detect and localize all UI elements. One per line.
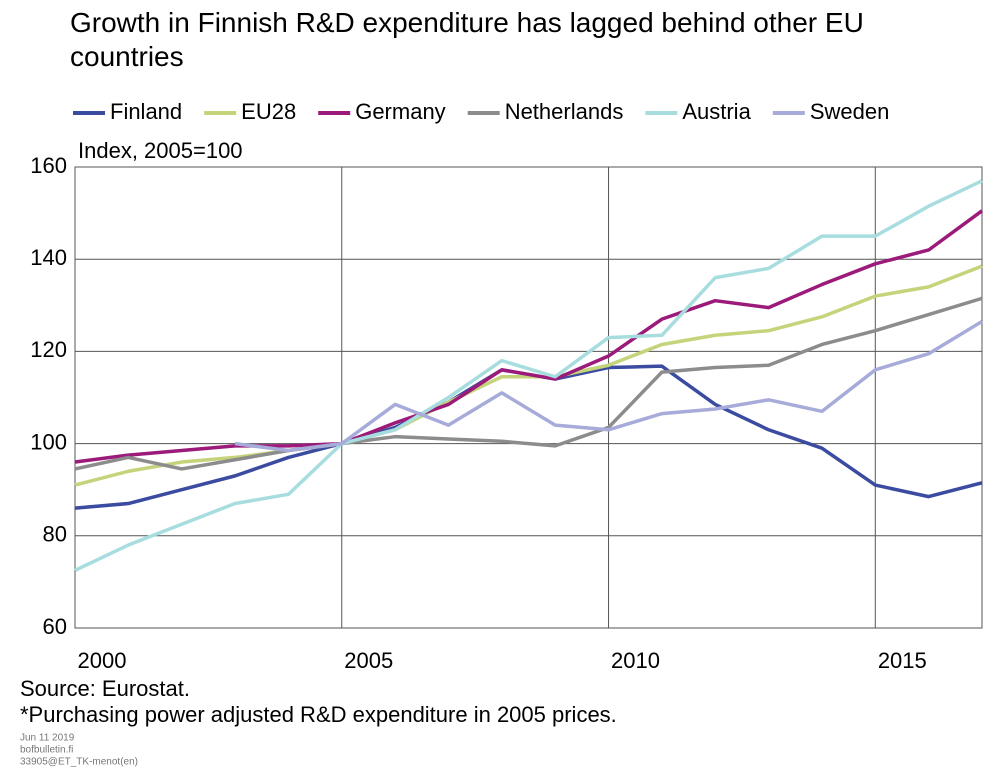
y-tick-label: 100 — [30, 429, 67, 454]
footnote: *Purchasing power adjusted R&D expenditu… — [20, 702, 617, 727]
legend-label: Germany — [355, 99, 445, 124]
y-tick-label: 140 — [30, 245, 67, 270]
meta: 33905@ET_TK-menot(en) — [20, 757, 138, 768]
legend-label: Sweden — [810, 99, 890, 124]
y-tick-label: 160 — [30, 153, 67, 178]
meta: bofbulletin.fi — [20, 745, 73, 756]
series-line — [74, 296, 983, 471]
series-line — [74, 209, 984, 464]
legend-label: EU28 — [241, 99, 296, 124]
series-line — [74, 179, 983, 572]
y-axis-label: Index, 2005=100 — [78, 138, 243, 163]
y-tick-label: 120 — [30, 337, 67, 362]
chart-title: Growth in Finnish R&D expenditure has la… — [70, 7, 864, 72]
source: Source: Eurostat. — [20, 676, 190, 701]
legend-label: Netherlands — [505, 99, 624, 124]
x-tick-label: 2010 — [611, 648, 660, 673]
y-tick-label: 80 — [43, 522, 67, 547]
x-tick-label: 2000 — [78, 648, 127, 673]
series-line — [74, 364, 983, 510]
series-line — [234, 319, 983, 453]
y-tick-label: 60 — [43, 614, 67, 639]
legend-label: Austria — [682, 99, 751, 124]
x-tick-label: 2015 — [878, 648, 927, 673]
x-tick-label: 2005 — [344, 648, 393, 673]
legend-label: Finland — [110, 99, 182, 124]
meta: Jun 11 2019 — [20, 733, 75, 744]
series-line — [74, 264, 983, 487]
